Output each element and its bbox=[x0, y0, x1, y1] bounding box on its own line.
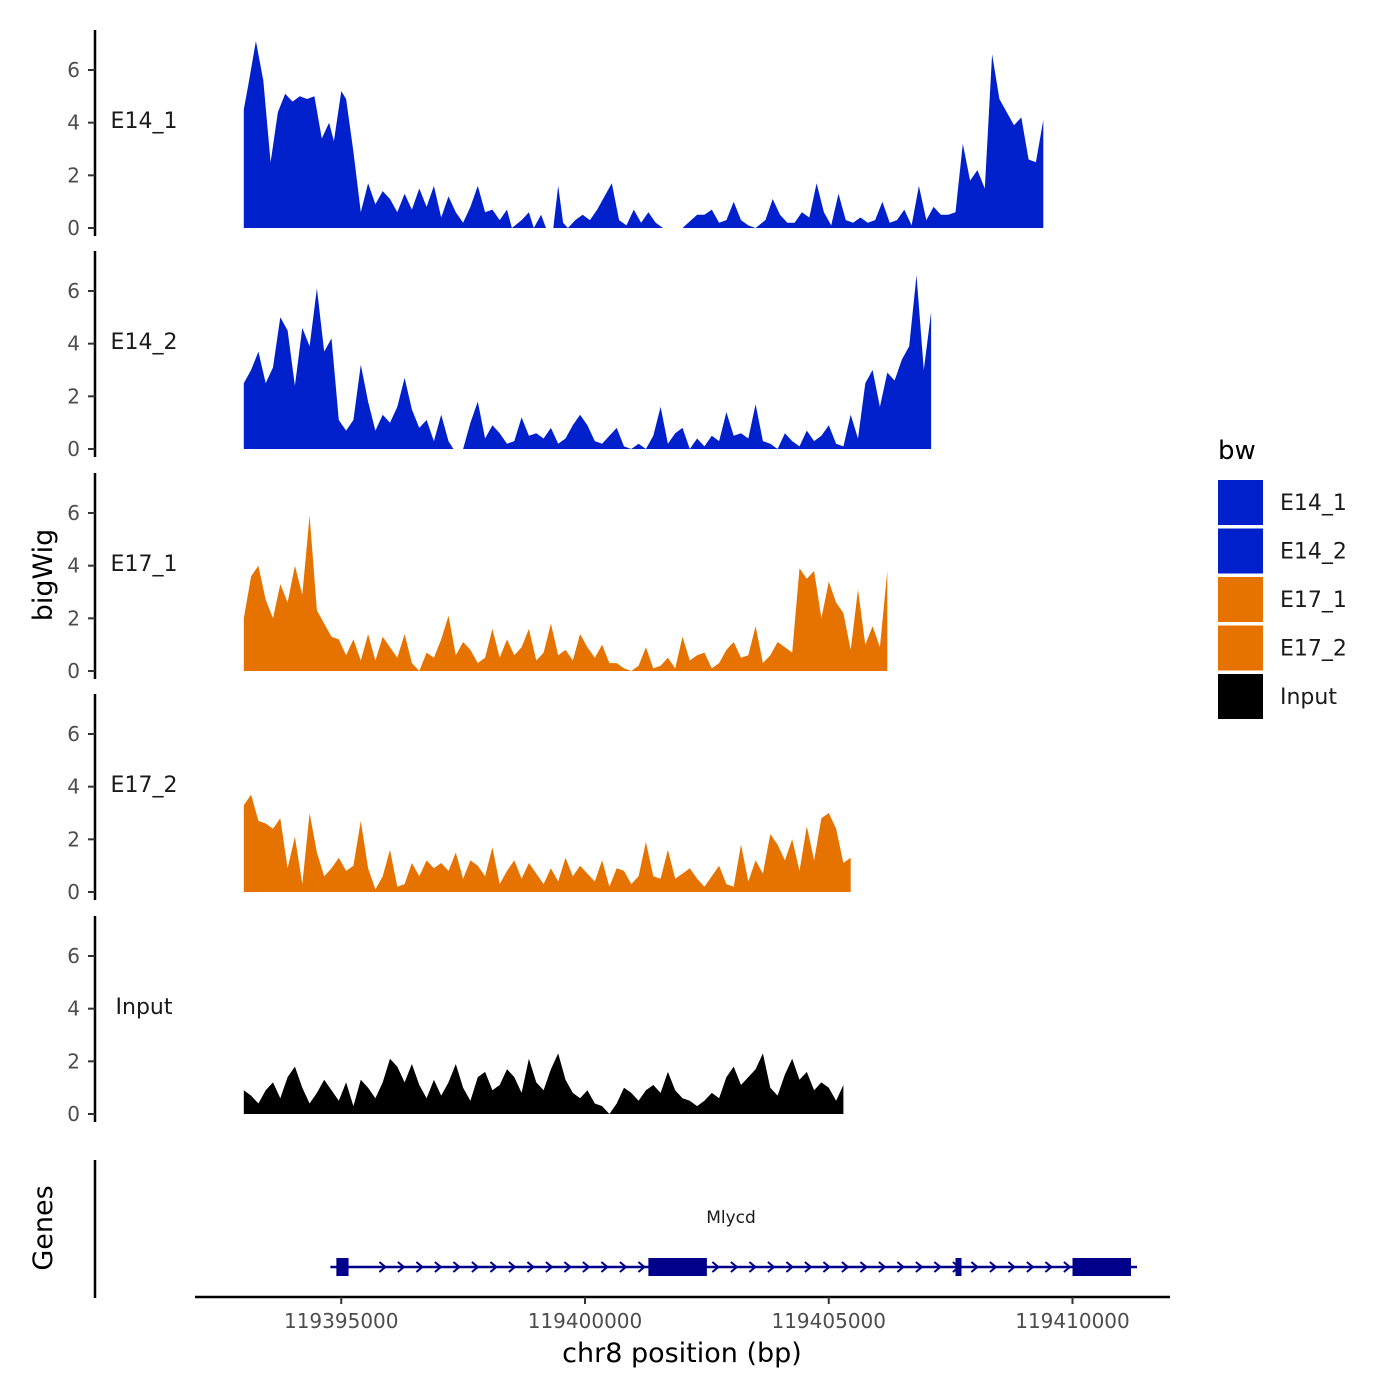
y-tick-label: 6 bbox=[67, 501, 80, 525]
legend-label-E14_1: E14_1 bbox=[1280, 491, 1347, 516]
x-tick-label: 119410000 bbox=[1015, 1309, 1130, 1333]
strand-arrow bbox=[508, 1261, 517, 1273]
strand-arrow bbox=[637, 1261, 646, 1273]
track-label: Input bbox=[116, 995, 173, 1020]
y-tick-label: 4 bbox=[67, 775, 80, 799]
y-tick-label: 0 bbox=[67, 216, 80, 240]
legend-label-E17_1: E17_1 bbox=[1280, 588, 1347, 613]
strand-arrow bbox=[767, 1261, 776, 1273]
strand-arrow bbox=[600, 1261, 609, 1273]
strand-arrow bbox=[896, 1261, 905, 1273]
y-tick-label: 2 bbox=[67, 827, 80, 851]
track-E17_1: 0 2 4 6 E17_1 bbox=[67, 473, 888, 683]
y-tick-label: 4 bbox=[67, 111, 80, 135]
track-Input: 0 2 4 6 Input bbox=[67, 916, 844, 1126]
strand-arrow bbox=[989, 1261, 998, 1273]
x-axis: 119395000 119400000 119405000 119410000 bbox=[195, 1295, 1170, 1333]
legend-swatch-E14_1 bbox=[1218, 480, 1263, 525]
y-tick-label: 2 bbox=[67, 606, 80, 630]
gene-panel: Mlycd bbox=[93, 1160, 1137, 1298]
legend-label-E17_2: E17_2 bbox=[1280, 637, 1347, 662]
track-E14_1: 0 2 4 6 E14_1 bbox=[67, 30, 1044, 240]
track-label: E17_2 bbox=[111, 773, 178, 798]
strand-arrow bbox=[415, 1261, 424, 1273]
legend-title: bw bbox=[1218, 436, 1256, 466]
gene-exon bbox=[955, 1258, 962, 1276]
strand-arrow bbox=[804, 1261, 813, 1273]
strand-arrow bbox=[526, 1261, 535, 1273]
gene-exon bbox=[648, 1258, 707, 1276]
legend-label-E14_2: E14_2 bbox=[1280, 540, 1347, 565]
x-tick-label: 119405000 bbox=[771, 1309, 886, 1333]
strand-arrow bbox=[878, 1261, 887, 1273]
y-tick-label: 2 bbox=[67, 163, 80, 187]
y-tick-label: 2 bbox=[67, 1049, 80, 1073]
strand-arrow bbox=[1026, 1261, 1035, 1273]
strand-arrow bbox=[748, 1261, 757, 1273]
y-tick-label: 6 bbox=[67, 58, 80, 82]
track-label: E14_1 bbox=[111, 109, 178, 134]
y-tick-label: 4 bbox=[67, 997, 80, 1021]
coverage-area-E17_2 bbox=[243, 794, 851, 892]
legend-label-Input: Input bbox=[1280, 685, 1337, 710]
strand-arrow bbox=[970, 1261, 979, 1273]
strand-arrow bbox=[1044, 1261, 1053, 1273]
y-tick-label: 4 bbox=[67, 332, 80, 356]
legend-swatch-Input bbox=[1218, 674, 1263, 719]
y-axis-title: bigWig bbox=[28, 529, 59, 622]
y-tick-label: 0 bbox=[67, 437, 80, 461]
x-tick-label: 119400000 bbox=[528, 1309, 643, 1333]
strand-arrow bbox=[1063, 1261, 1072, 1273]
strand-arrow bbox=[545, 1261, 554, 1273]
strand-arrow bbox=[378, 1261, 387, 1273]
x-axis-title: chr8 position (bp) bbox=[562, 1338, 802, 1369]
strand-arrow bbox=[822, 1261, 831, 1273]
y-tick-label: 6 bbox=[67, 722, 80, 746]
gene-label: Mlycd bbox=[706, 1208, 756, 1228]
strand-arrow bbox=[434, 1261, 443, 1273]
y-tick-label: 0 bbox=[67, 659, 80, 683]
track-E17_2: 0 2 4 6 E17_2 bbox=[67, 694, 851, 904]
legend-swatch-E14_2 bbox=[1218, 528, 1263, 574]
strand-arrow bbox=[397, 1261, 406, 1273]
coverage-area-E14_2 bbox=[243, 275, 932, 449]
strand-arrow bbox=[619, 1261, 628, 1273]
y-tick-label: 0 bbox=[67, 1102, 80, 1126]
strand-arrow bbox=[563, 1261, 572, 1273]
strand-arrow bbox=[841, 1261, 850, 1273]
gene-exon bbox=[336, 1258, 349, 1276]
y-tick-label: 4 bbox=[67, 554, 80, 578]
strand-arrow bbox=[859, 1261, 868, 1273]
strand-arrow bbox=[1007, 1261, 1016, 1273]
y-tick-label: 2 bbox=[67, 384, 80, 408]
bigwig-tracks: 0 2 4 6 E14_1 0 2 4 6 E14_2 0 2 4 6 E17_1 0 2 4 6 E17_2 0 2 4 6… bbox=[67, 30, 1044, 1126]
legend: bw E14_1 E14_2 E17_1 E17_2 Input bbox=[1218, 436, 1347, 719]
genes-axis-title: Genes bbox=[28, 1185, 59, 1270]
y-tick-label: 6 bbox=[67, 944, 80, 968]
track-label: E17_1 bbox=[111, 552, 178, 577]
legend-swatch-E17_1 bbox=[1218, 577, 1263, 622]
track-label: E14_2 bbox=[111, 330, 178, 355]
coverage-area-E14_1 bbox=[243, 41, 1044, 228]
strand-arrow bbox=[915, 1261, 924, 1273]
strand-arrow bbox=[489, 1261, 498, 1273]
coverage-area-Input bbox=[243, 1053, 844, 1114]
coverage-area-E17_1 bbox=[243, 515, 888, 671]
gene-exon bbox=[1072, 1258, 1131, 1276]
strand-arrow bbox=[452, 1261, 461, 1273]
strand-arrow bbox=[730, 1261, 739, 1273]
strand-arrow bbox=[785, 1261, 794, 1273]
strand-arrow bbox=[582, 1261, 591, 1273]
legend-swatch-E17_2 bbox=[1218, 625, 1263, 671]
strand-arrow bbox=[471, 1261, 480, 1273]
x-tick-label: 119395000 bbox=[284, 1309, 399, 1333]
track-E14_2: 0 2 4 6 E14_2 bbox=[67, 251, 932, 461]
strand-arrow bbox=[933, 1261, 942, 1273]
strand-arrow bbox=[711, 1261, 720, 1273]
y-tick-label: 6 bbox=[67, 279, 80, 303]
y-tick-label: 0 bbox=[67, 880, 80, 904]
